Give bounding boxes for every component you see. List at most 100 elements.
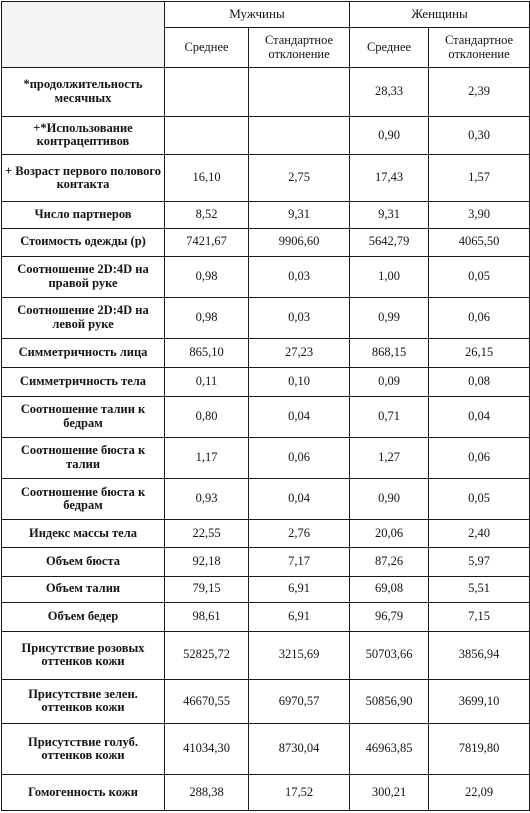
women-sd-cell: 0,05 — [428, 477, 530, 521]
men-mean-cell: 1,17 — [164, 436, 249, 479]
corner-header-cell — [1, 1, 165, 68]
row-label-cell: +*Использование контрацептивов — [1, 115, 165, 155]
men-sd-cell: 9906,60 — [247, 227, 351, 257]
women-mean-cell: 46963,85 — [349, 723, 430, 776]
table-row: +*Использование контрацептивов 0,90 0,30 — [1, 115, 530, 155]
women-mean-cell: 96,79 — [349, 601, 430, 632]
men-sd-cell: 8730,04 — [247, 723, 351, 776]
women-mean-cell: 5642,79 — [349, 227, 430, 257]
men-mean-cell: 0,80 — [164, 395, 249, 438]
men-sd-cell: 0,04 — [247, 395, 351, 438]
row-label-cell: Соотношение бюста к бедрам — [1, 477, 165, 521]
women-mean-cell: 28,33 — [349, 67, 430, 117]
women-mean-header: Среднее — [349, 27, 430, 68]
row-label-cell: Стоимость одежды (р) — [1, 227, 165, 257]
row-label-cell: Присутствие голуб. оттенков кожи — [1, 723, 165, 776]
women-sd-cell: 2,39 — [428, 67, 530, 117]
row-label-cell: *продолжительность месячных — [1, 67, 165, 117]
table-row: Объем талии 79,15 6,91 69,08 5,51 — [1, 575, 530, 603]
men-sd-cell: 2,76 — [247, 519, 351, 549]
men-sd-cell: 7,17 — [247, 547, 351, 577]
women-sd-cell: 5,97 — [428, 547, 530, 577]
row-label-cell: Объем бюста — [1, 547, 165, 577]
row-label-cell: Индекс массы тела — [1, 519, 165, 549]
women-sd-cell: 0,05 — [428, 255, 530, 298]
men-group-header: Мужчины — [163, 1, 351, 28]
women-sd-cell: 26,15 — [428, 338, 530, 369]
women-mean-cell: 87,26 — [349, 547, 430, 577]
men-sd-cell: 17,52 — [247, 774, 351, 811]
table-row: Соотношение бюста к бедрам 0,93 0,04 0,90 0,… — [1, 477, 530, 521]
row-label-cell: Соотношение бюста к талии — [1, 436, 165, 479]
men-mean-cell: 0,98 — [164, 255, 249, 298]
table-row: Стоимость одежды (р) 7421,67 9906,60 5642,7… — [1, 227, 530, 257]
row-label-cell: Объем талии — [1, 575, 165, 603]
women-mean-cell: 0,90 — [349, 477, 430, 521]
women-sd-cell: 3699,10 — [428, 678, 530, 725]
women-mean-cell: 69,08 — [349, 575, 430, 603]
women-mean-cell: 1,00 — [349, 255, 430, 298]
table-row: Объем бюста 92,18 7,17 87,26 5,97 — [1, 547, 530, 577]
table-body: *продолжительность месячных 28,33 2,39 +*Ис… — [1, 67, 530, 811]
women-mean-cell: 0,90 — [349, 115, 430, 155]
row-label-cell: Соотношение талии к бедрам — [1, 395, 165, 438]
row-label-cell: Симметричность тела — [1, 367, 165, 397]
women-sd-cell: 3,90 — [428, 201, 530, 229]
row-label-cell: Соотношение 2D:4D на левой руке — [1, 296, 165, 340]
men-mean-cell: 288,38 — [164, 774, 249, 811]
table-row: Соотношение бюста к талии 1,17 0,06 1,27 0,0… — [1, 436, 530, 479]
men-sd-cell: 3215,69 — [247, 630, 351, 680]
women-mean-cell: 50856,90 — [349, 678, 430, 725]
women-sd-cell: 2,40 — [428, 519, 530, 549]
women-sd-cell: 1,57 — [428, 153, 530, 203]
women-sd-header: Стандартное отклонение — [428, 27, 530, 68]
men-mean-cell: 865,10 — [164, 338, 249, 369]
men-sd-cell: 6,91 — [247, 575, 351, 603]
women-sd-cell: 4065,50 — [428, 227, 530, 257]
men-sd-cell: 0,06 — [247, 436, 351, 479]
women-mean-cell: 868,15 — [349, 338, 430, 369]
men-mean-cell: 22,55 — [164, 519, 249, 549]
women-mean-cell: 300,21 — [349, 774, 430, 811]
men-mean-cell: 0,93 — [164, 477, 249, 521]
men-mean-cell: 7421,67 — [164, 227, 249, 257]
women-sd-cell: 0,08 — [428, 367, 530, 397]
women-sd-cell: 0,30 — [428, 115, 530, 155]
row-label-cell: Присутствие розовых оттенков кожи — [1, 630, 165, 680]
row-label-cell: + Возраст первого полового контакта — [1, 153, 165, 203]
men-mean-header: Среднее — [164, 27, 249, 68]
men-mean-cell: 16,10 — [164, 153, 249, 203]
men-mean-cell: 98,61 — [164, 601, 249, 632]
table-row: Соотношение 2D:4D на правой руке 0,98 0,03… — [1, 255, 530, 298]
men-sd-cell: 0,03 — [247, 255, 351, 298]
men-sd-cell — [247, 67, 351, 117]
men-sd-cell: 0,10 — [247, 367, 351, 397]
row-label-cell: Симметричность лица — [1, 338, 165, 369]
men-sd-cell: 9,31 — [247, 201, 351, 229]
table-row: Симметричность лица 865,10 27,23 868,15 26,1… — [1, 338, 530, 369]
women-mean-cell: 1,27 — [349, 436, 430, 479]
women-mean-cell: 0,71 — [349, 395, 430, 438]
women-sd-cell: 0,04 — [428, 395, 530, 438]
women-sd-cell: 5,51 — [428, 575, 530, 603]
women-sd-cell: 0,06 — [428, 436, 530, 479]
men-sd-header: Стандартное отклонение — [247, 27, 351, 68]
men-mean-cell: 41034,30 — [164, 723, 249, 776]
women-sd-cell: 7,15 — [428, 601, 530, 632]
women-mean-cell: 20,06 — [349, 519, 430, 549]
women-mean-cell: 0,99 — [349, 296, 430, 340]
men-mean-cell: 52825,72 — [164, 630, 249, 680]
men-sd-cell: 6,91 — [247, 601, 351, 632]
men-mean-cell — [164, 115, 249, 155]
men-mean-cell: 79,15 — [164, 575, 249, 603]
women-sd-cell: 3856,94 — [428, 630, 530, 680]
men-mean-cell: 0,98 — [164, 296, 249, 340]
men-mean-cell: 92,18 — [164, 547, 249, 577]
table-row: Симметричность тела 0,11 0,10 0,09 0,08 — [1, 367, 530, 397]
women-mean-cell: 17,43 — [349, 153, 430, 203]
men-sd-cell — [247, 115, 351, 155]
men-mean-cell: 0,11 — [164, 367, 249, 397]
women-sd-cell: 22,09 — [428, 774, 530, 811]
table-row: Индекс массы тела 22,55 2,76 20,06 2,40 — [1, 519, 530, 549]
table-row: Объем бедер 98,61 6,91 96,79 7,15 — [1, 601, 530, 632]
